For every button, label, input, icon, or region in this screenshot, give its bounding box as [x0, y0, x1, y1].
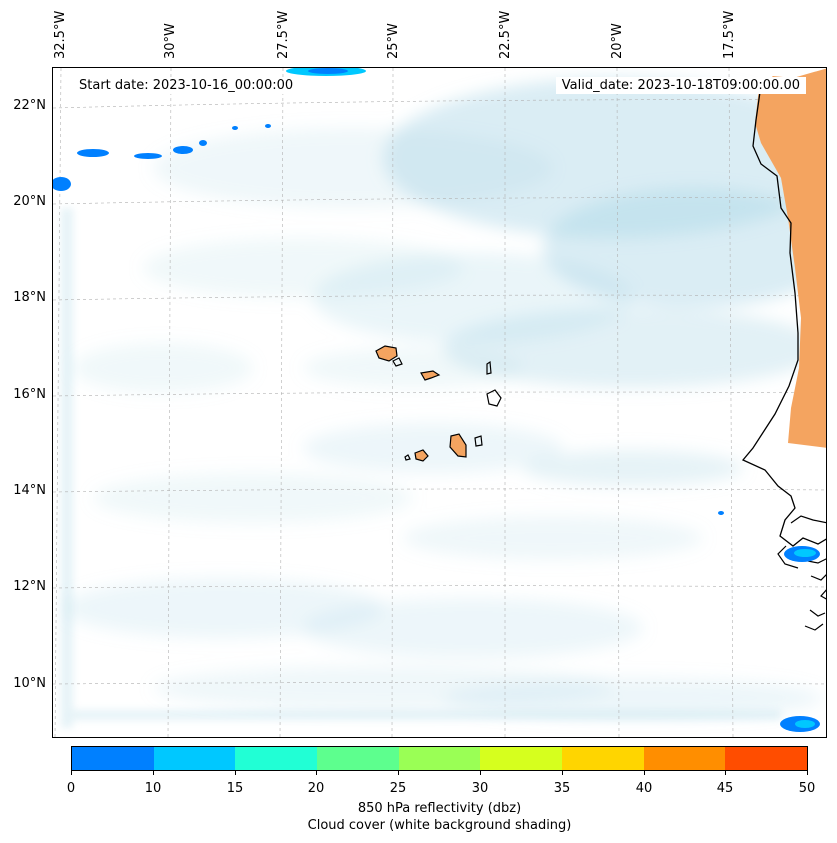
sao-vicente-island: [392, 357, 403, 367]
graticule: [53, 68, 826, 737]
lon-label-32-5w: 32.5°W: [53, 10, 68, 59]
colorbar-segment: [398, 747, 481, 770]
colorbar-tick: [398, 771, 399, 775]
lat-label-10n: 10°N: [13, 676, 46, 691]
reflectivity-cells: [53, 68, 820, 732]
colorbar-tick-label: 0: [66, 781, 76, 796]
colorbar-tick-label: 15: [226, 781, 244, 796]
reflectivity-colorbar: [71, 746, 808, 771]
colorbar-segment: [480, 747, 563, 770]
cloud-cover-shading: [63, 78, 826, 718]
start-date-label: Start date: 2023-10-16_00:00:00: [73, 77, 300, 94]
lon-label-17-5w: 17.5°W: [722, 10, 737, 59]
colorbar-tick: [644, 771, 645, 775]
colorbar-segment: [72, 747, 154, 770]
africa-land: [755, 68, 826, 448]
colorbar-label: 850 hPa reflectivity (dbz): [357, 801, 522, 816]
lon-label-25w: 25°W: [386, 23, 401, 59]
colorbar-tick-label: 10: [144, 781, 162, 796]
valid-date-label: Valid_date: 2023-10-18T09:00:00.00: [555, 77, 806, 94]
colorbar-tick-label: 25: [389, 781, 407, 796]
lat-label-20n: 20°N: [13, 194, 46, 209]
colorbar-tick-label: 40: [635, 781, 653, 796]
colorbar-segment: [725, 747, 808, 770]
santo-antao-island: [375, 345, 398, 362]
colorbar-tick: [480, 771, 481, 775]
colorbar-tick: [725, 771, 726, 775]
lon-label-30w: 30°W: [163, 23, 178, 59]
lon-label-27-5w: 27.5°W: [276, 10, 291, 59]
africa-coastline: [741, 91, 826, 547]
colorbar-tick: [235, 771, 236, 775]
map-panel[interactable]: Start date: 2023-10-16_00:00:00 Valid_da…: [52, 67, 827, 738]
lat-label-18n: 18°N: [13, 290, 46, 305]
brava-island: [404, 454, 411, 461]
lat-label-22n: 22°N: [13, 98, 46, 113]
boa-vista-island: [486, 389, 502, 407]
lat-label-14n: 14°N: [13, 483, 46, 498]
cloud-frame-band: [61, 208, 781, 728]
colorbar-sublabel: Cloud cover (white background shading): [307, 818, 572, 833]
lon-label-22-5w: 22.5°W: [498, 10, 513, 59]
maio-island: [474, 435, 483, 447]
lon-label-20w: 20°W: [610, 23, 625, 59]
colorbar-segment: [643, 747, 726, 770]
colorbar-tick: [153, 771, 154, 775]
sao-nicolau-island: [420, 370, 441, 381]
santiago-island: [449, 433, 467, 458]
map-canvas: [53, 68, 826, 737]
colorbar-tick-label: 20: [307, 781, 325, 796]
sal-island: [486, 360, 492, 375]
fogo-island: [414, 449, 429, 462]
colorbar-tick-label: 45: [716, 781, 734, 796]
colorbar-tick: [562, 771, 563, 775]
colorbar-tick-label: 50: [798, 781, 816, 796]
cape-verde-islands: [375, 345, 502, 462]
colorbar-tick: [807, 771, 808, 775]
lat-label-16n: 16°N: [13, 387, 46, 402]
gambia-coast: [777, 515, 826, 631]
colorbar-tick-label: 30: [471, 781, 489, 796]
colorbar-tick: [71, 771, 72, 775]
colorbar-tick-label: 35: [553, 781, 571, 796]
colorbar-tick: [316, 771, 317, 775]
colorbar-segment: [562, 747, 644, 770]
colorbar-segment: [153, 747, 236, 770]
colorbar-segment: [235, 747, 318, 770]
lat-label-12n: 12°N: [13, 579, 46, 594]
colorbar-segment: [317, 747, 399, 770]
